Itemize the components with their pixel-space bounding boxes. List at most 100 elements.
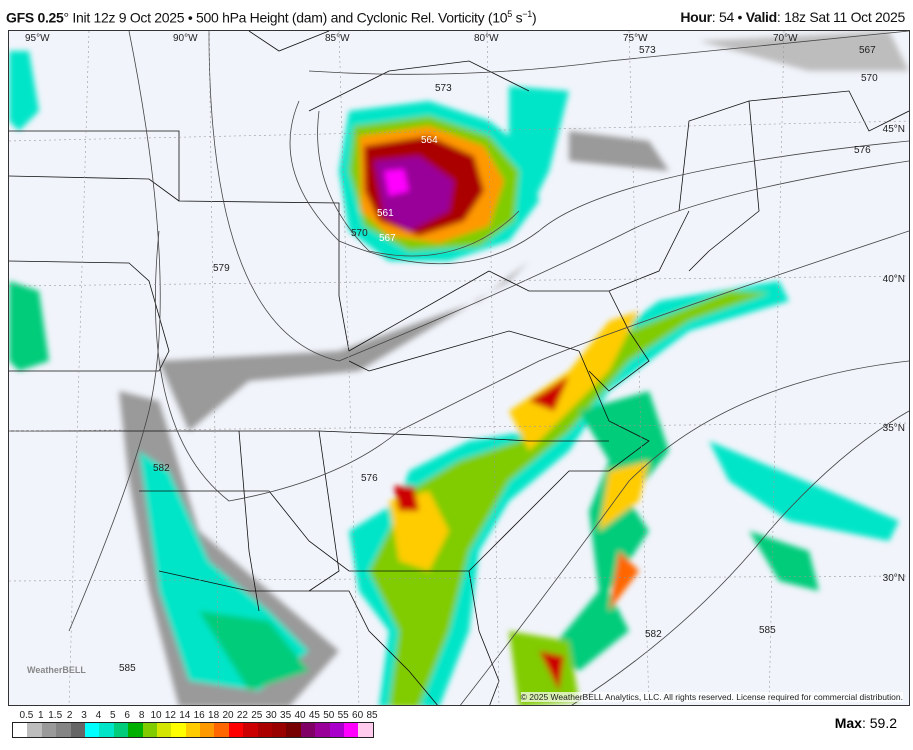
- contour-label: 567: [859, 45, 876, 56]
- colorbar-label: 1.5: [48, 710, 63, 721]
- colorbar-swatch: [228, 723, 244, 737]
- colorbar-label: 10: [150, 710, 162, 721]
- colorbar-swatch: [272, 723, 287, 737]
- colorbar-swatch: [329, 723, 344, 737]
- init-text: Init 12z 9 Oct 2025 • 500 hPa Height (da…: [68, 9, 508, 26]
- paren: ): [531, 9, 537, 26]
- colorbar-swatch: [84, 723, 100, 737]
- colorbar-swatch: [286, 723, 301, 737]
- borders: [9, 31, 909, 705]
- max-number: : 59.2: [861, 715, 897, 731]
- model-name: GFS 0.25: [6, 9, 64, 26]
- title: GFS 0.25° Init 12z 9 Oct 2025 • 500 hPa …: [6, 9, 537, 26]
- colorbar-swatch: [315, 723, 330, 737]
- colorbar-swatch: [214, 723, 229, 737]
- colorbar-label: 40: [294, 710, 306, 721]
- contour-label: 573: [435, 83, 452, 94]
- contour-label: 576: [854, 145, 871, 156]
- colorbar-label: 5: [110, 710, 116, 721]
- colorbar-label: 6: [124, 710, 130, 721]
- colorbar-swatch: [13, 723, 28, 737]
- contour-label: 585: [119, 663, 136, 674]
- colorbar-label: 20: [222, 710, 234, 721]
- colorbar-label: 18: [208, 710, 220, 721]
- latitude-label: 35°N: [882, 423, 905, 434]
- exp: 5: [507, 9, 512, 19]
- longitude-label: 80°W: [474, 33, 499, 44]
- longitude-label: 70°W: [773, 33, 798, 44]
- longitude-label: 85°W: [325, 33, 350, 44]
- hour-value: : 54 •: [711, 9, 746, 25]
- colorbar-swatch: [56, 723, 71, 737]
- colorbar-label: 55: [337, 710, 349, 721]
- colorbar-swatch: [343, 723, 359, 737]
- unit: s: [511, 9, 523, 26]
- colorbar-swatch: [185, 723, 201, 737]
- colorbar-label: 3: [81, 710, 87, 721]
- colorbar-swatch: [99, 723, 114, 737]
- contour-label: 570: [351, 228, 368, 239]
- latitude-label: 40°N: [882, 274, 905, 285]
- colorbar-swatch: [171, 723, 186, 737]
- colorbar-label: 50: [323, 710, 335, 721]
- colorbar-label: 4: [95, 710, 102, 721]
- degree: °: [63, 9, 70, 26]
- colorbar-swatch: [257, 723, 273, 737]
- weatherbell-logo: WeatherBELL: [27, 665, 86, 675]
- contour-label: 576: [361, 473, 378, 484]
- colorbar-label: 12: [164, 710, 176, 721]
- colorbar-swatch: [200, 723, 215, 737]
- contour-label: 561: [377, 208, 394, 219]
- colorbar-label: 35: [280, 710, 292, 721]
- contour-label: 582: [153, 463, 170, 474]
- longitude-label: 95°W: [25, 33, 50, 44]
- graticule: [9, 31, 909, 705]
- contour-label: 567: [379, 233, 396, 244]
- max-value: Max: 59.2: [835, 715, 897, 731]
- colorbar-label: 30: [265, 710, 277, 721]
- contour-label: 579: [213, 263, 230, 274]
- colorbar-label: 25: [251, 710, 263, 721]
- colorbar-label: 60: [352, 710, 364, 721]
- valid-label: Valid: [745, 9, 777, 25]
- contour-label: 570: [861, 73, 878, 84]
- vorticity-field: [9, 31, 909, 705]
- colorbar-swatch: [358, 723, 373, 737]
- colorbar-label: 2: [66, 710, 73, 721]
- colorbar-swatch: [243, 723, 258, 737]
- unit-exp: −1: [522, 9, 532, 19]
- valid-value: : 18z Sat 11 Oct 2025: [776, 9, 905, 25]
- colorbar-label: 14: [179, 710, 191, 721]
- colorbar-swatch: [300, 723, 316, 737]
- colorbar-label: 0.5: [19, 710, 34, 721]
- colorbar-swatch: [113, 723, 129, 737]
- max-label: Max: [834, 715, 862, 731]
- copyright: © 2025 WeatherBELL Analytics, LLC. All r…: [520, 692, 903, 702]
- colorbar-label: 16: [193, 710, 205, 721]
- hour-label: Hour: [680, 9, 712, 25]
- contour-label: 564: [421, 135, 438, 146]
- colorbar-swatch: [70, 723, 85, 737]
- colorbar-label: 8: [138, 710, 145, 721]
- contour-label: 573: [639, 45, 656, 56]
- colorbar-label: 1: [38, 710, 44, 721]
- latitude-label: 30°N: [882, 573, 905, 584]
- weather-map[interactable]: 573 573 567 570 564 561 567 570 576 579 …: [8, 30, 910, 706]
- colorbar-label: 22: [236, 710, 248, 721]
- map-canvas: 573 573 567 570 564 561 567 570 576 579 …: [9, 31, 909, 705]
- colorbar-swatch: [128, 723, 143, 737]
- contour-label-group: 573 573 567 570 564 561 567 570 576 579 …: [119, 45, 878, 674]
- longitude-label: 75°W: [623, 33, 648, 44]
- latitude-label: 45°N: [882, 124, 905, 135]
- colorbar-swatch: [156, 723, 172, 737]
- height-contours: [68, 31, 909, 705]
- colorbar-label: 85: [366, 710, 378, 721]
- colorbar-swatch: [142, 723, 157, 737]
- contour-label: 582: [645, 629, 662, 640]
- valid-time: Hour: 54 • Valid: 18z Sat 11 Oct 2025: [680, 9, 905, 25]
- colorbar-label: 45: [308, 710, 320, 721]
- colorbar: [12, 722, 374, 738]
- longitude-label: 90°W: [173, 33, 198, 44]
- colorbar-swatch: [41, 723, 57, 737]
- contour-label: 585: [759, 625, 776, 636]
